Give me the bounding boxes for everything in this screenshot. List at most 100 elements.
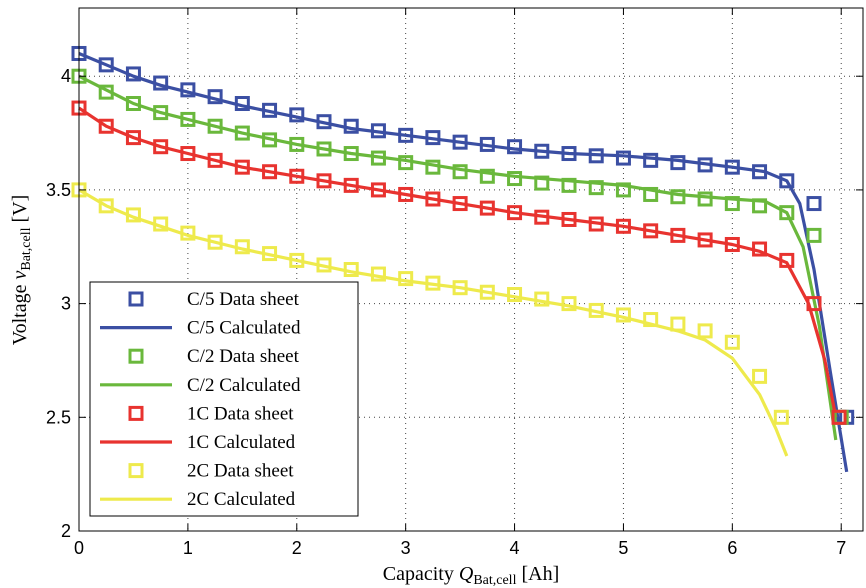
data-point-marker [207, 152, 223, 168]
data-point-marker [615, 218, 631, 234]
data-point-marker [773, 409, 789, 425]
x-tick-label: 3 [401, 538, 411, 558]
data-point-marker [98, 84, 114, 100]
data-point-marker [98, 118, 114, 134]
data-point-marker [289, 136, 305, 152]
data-point-marker [752, 164, 768, 180]
data-point-marker [670, 189, 686, 205]
legend-marker [128, 291, 144, 307]
x-axis-label-unit: [Ah] [521, 563, 559, 585]
legend-marker [128, 405, 144, 421]
data-point-marker [615, 150, 631, 166]
data-point-marker [507, 287, 523, 303]
data-point-marker [343, 146, 359, 162]
data-point-marker [534, 143, 550, 159]
data-point-marker [234, 96, 250, 112]
x-axis-label-main: Capacity [383, 563, 454, 585]
data-point-marker [724, 159, 740, 175]
legend-label: C/5 Data sheet [187, 289, 300, 310]
series-layer [71, 45, 855, 473]
y-tick-label: 2.5 [46, 407, 71, 427]
data-point-marker [398, 127, 414, 143]
data-point-marker [806, 296, 822, 312]
data-point-marker [697, 157, 713, 173]
y-axis-label-subscript: Bat,cell [19, 227, 34, 270]
data-point-marker [752, 241, 768, 257]
data-point-marker [180, 146, 196, 162]
data-point-marker [588, 216, 604, 232]
data-point-marker [588, 180, 604, 196]
data-point-marker [370, 123, 386, 139]
y-tick-label: 4 [61, 66, 71, 86]
x-axis-label-subscript: Bat,cell [473, 573, 516, 588]
data-point-marker [289, 252, 305, 268]
data-point-marker [534, 209, 550, 225]
data-point-marker [561, 177, 577, 193]
data-point-marker [316, 173, 332, 189]
data-point-marker [561, 146, 577, 162]
legend: C/5 Data sheet C/5 Calculated C/2 Data she… [89, 281, 359, 517]
data-point-marker [343, 262, 359, 277]
data-point-marker [262, 164, 278, 180]
y-tick-label: 2 [61, 521, 71, 541]
data-point-marker [752, 368, 768, 384]
x-axis-label: Capacity QBat,cell [Ah] [383, 563, 559, 588]
data-point-marker [724, 334, 740, 350]
data-point-marker [779, 173, 795, 189]
data-point-marker [207, 118, 223, 134]
data-point-marker [452, 280, 468, 296]
data-point-marker [207, 89, 223, 105]
y-tick-label: 3.5 [46, 180, 71, 200]
x-tick-label: 7 [836, 538, 846, 558]
legend-marker [128, 348, 144, 364]
x-tick-label: 2 [292, 538, 302, 558]
data-point-marker [98, 198, 114, 214]
x-tick-label: 5 [618, 538, 628, 558]
data-point-marker [643, 152, 659, 168]
data-point-marker [534, 291, 550, 307]
data-point-marker [425, 191, 441, 207]
data-point-marker [615, 307, 631, 323]
data-point-marker [425, 159, 441, 175]
data-point-marker [289, 107, 305, 123]
x-tick-label: 6 [727, 538, 737, 558]
data-point-marker [370, 266, 386, 282]
legend-label: 2C Calculated [187, 489, 296, 510]
data-point-marker [479, 136, 495, 152]
data-point-marker [697, 232, 713, 248]
data-point-marker [125, 66, 141, 82]
series-line [78, 188, 789, 457]
y-tick-label: 3 [61, 294, 71, 314]
legend-label: C/5 Calculated [187, 318, 301, 339]
legend-label: 1C Calculated [187, 432, 296, 453]
data-point-marker [370, 150, 386, 166]
data-point-marker [507, 139, 523, 155]
x-tick-label: 4 [510, 538, 520, 558]
x-tick-label: 1 [183, 538, 193, 558]
data-point-marker [125, 96, 141, 112]
data-point-marker [234, 159, 250, 175]
axis-ticks: 0 1 2 3 4 5 6 7 2 2.5 3 3.5 4 [46, 8, 863, 558]
data-point-marker [831, 409, 847, 425]
legend-label: 1C Data sheet [187, 403, 294, 424]
data-point-marker [643, 186, 659, 202]
data-point-marker [289, 168, 305, 184]
data-point-marker [561, 211, 577, 227]
data-point-marker [153, 105, 169, 121]
data-point-marker [806, 227, 822, 243]
data-point-marker [234, 239, 250, 255]
data-point-marker [207, 234, 223, 250]
plot-frame [78, 7, 864, 532]
data-point-marker [452, 164, 468, 180]
y-axis-label: Voltage vBat,cell [V] [9, 195, 34, 346]
data-point-marker [425, 275, 441, 291]
data-point-marker [343, 177, 359, 193]
y-axis-label-symbol: v [9, 271, 31, 280]
data-point-marker [779, 205, 795, 221]
data-point-marker [316, 257, 332, 273]
data-point-marker [180, 111, 196, 127]
legend-label: 2C Data sheet [187, 461, 294, 482]
data-point-marker [316, 114, 332, 130]
data-point-marker [98, 57, 114, 73]
